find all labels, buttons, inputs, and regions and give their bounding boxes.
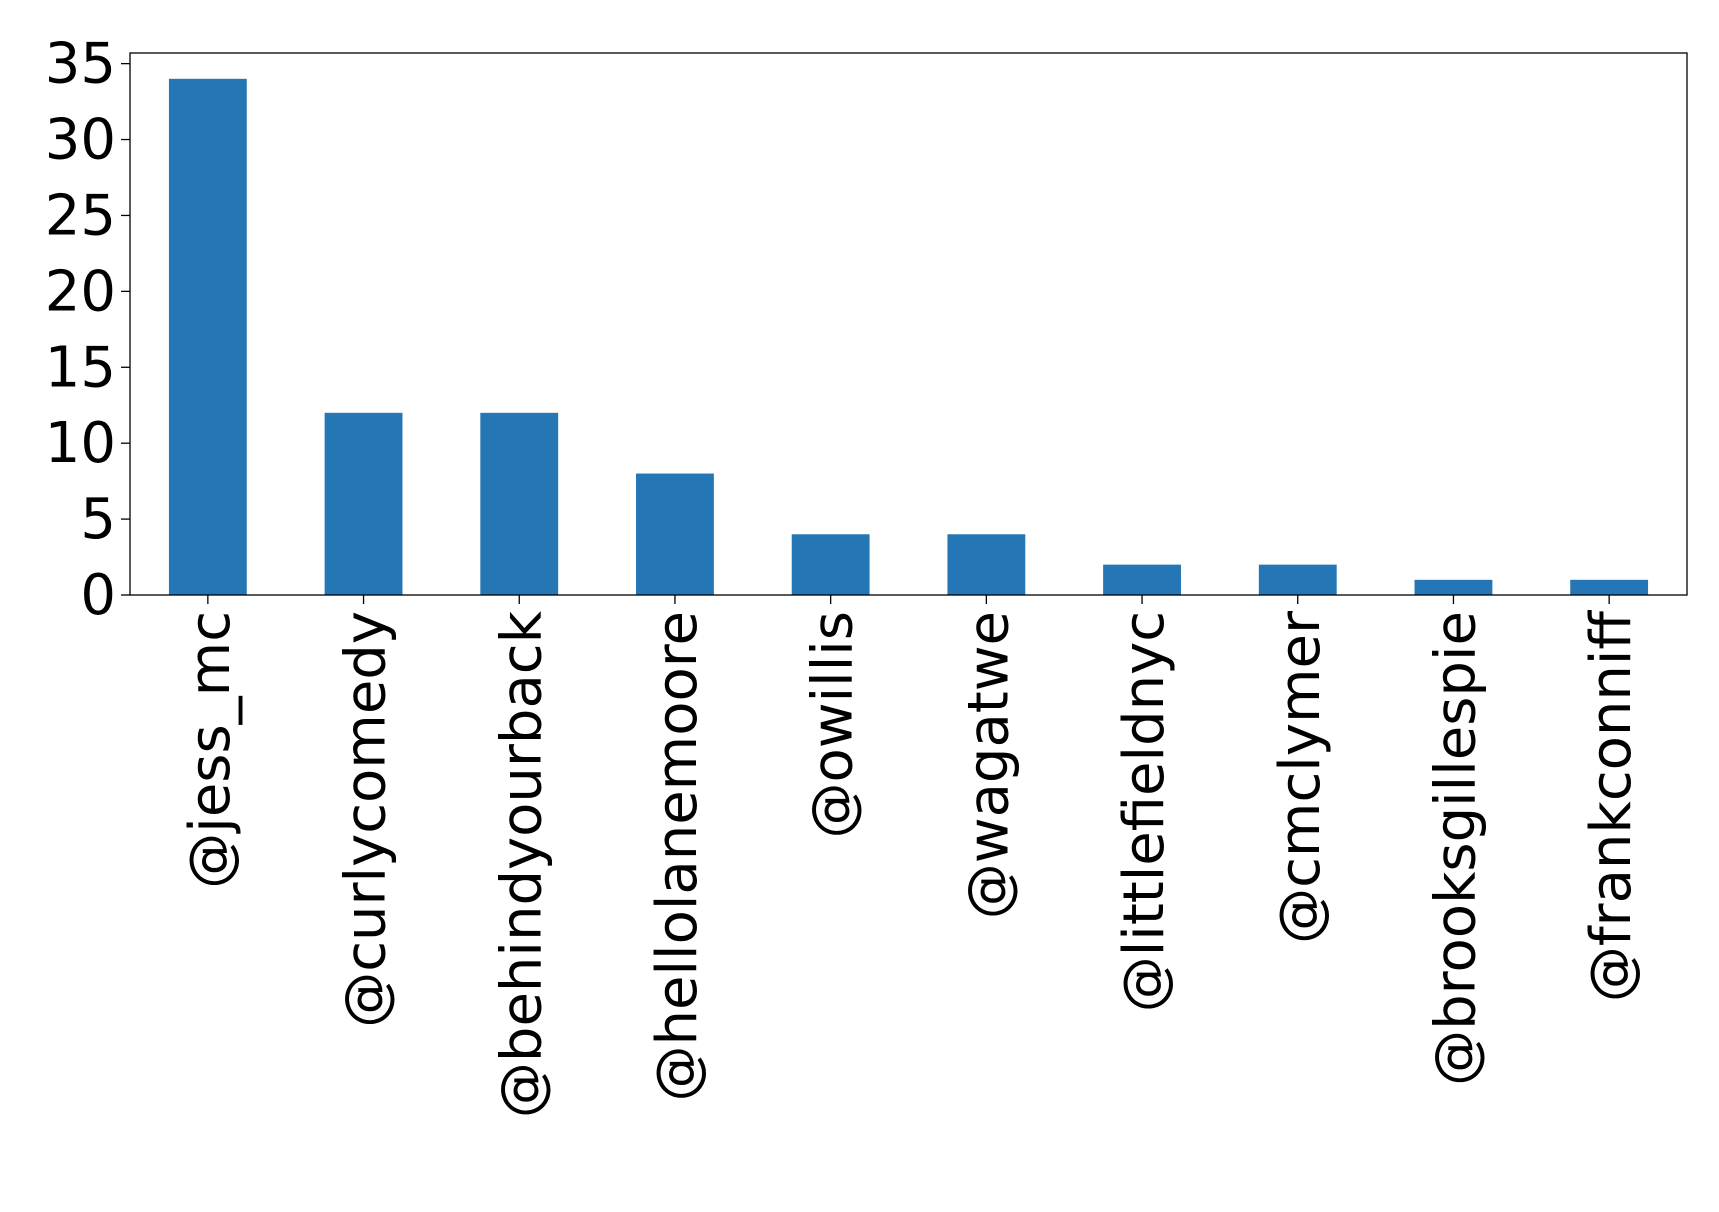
bar-brooksgillespie xyxy=(1414,579,1493,595)
y-tick-label: 35 xyxy=(45,32,116,97)
y-tick-label: 5 xyxy=(80,487,116,552)
y-tick-label: 15 xyxy=(45,335,116,400)
bars-layer xyxy=(168,78,1649,595)
y-tick-label: 20 xyxy=(45,259,116,324)
y-tick-label: 25 xyxy=(45,183,116,248)
bar-littlefieldnyc xyxy=(1103,564,1181,595)
x-tick-label: @owillis xyxy=(801,611,866,838)
y-tick-label: 30 xyxy=(45,108,116,173)
x-tick-label: @jess_mc xyxy=(178,611,243,889)
bar-owillis xyxy=(791,534,870,595)
bar-jessmc xyxy=(168,78,247,595)
x-tick-label: @behindyourback xyxy=(489,610,554,1118)
bar-frankconniff xyxy=(1570,579,1649,595)
y-tick-label: 0 xyxy=(80,563,116,628)
bar-curlycomedy xyxy=(324,412,403,595)
bar-behindyourback xyxy=(480,412,559,595)
x-tick-label: @littlefieldnyc xyxy=(1112,611,1177,1012)
axes-layer xyxy=(129,52,1688,596)
bar-wagatwe xyxy=(947,534,1026,595)
bar-hellolanemoore xyxy=(636,473,714,595)
y-tick-label: 10 xyxy=(45,411,116,476)
x-tick-label: @wagatwe xyxy=(956,611,1021,919)
bar-cmclymer xyxy=(1258,564,1337,595)
plot-frame xyxy=(129,52,1688,596)
x-tick-label: @hellolanemoore xyxy=(645,611,710,1101)
x-tick-label: @brooksgillespie xyxy=(1423,611,1488,1086)
y-axis: 0 5 10 15 20 25 30 35 xyxy=(45,32,130,628)
x-tick-label: @cmclymer xyxy=(1268,610,1333,944)
x-tick-label: @curlycomedy xyxy=(334,611,399,1028)
x-tick-label: @frankconniff xyxy=(1579,610,1644,1003)
x-axis: @jess_mc @curlycomedy @behindyourback @hell… xyxy=(178,595,1644,1118)
